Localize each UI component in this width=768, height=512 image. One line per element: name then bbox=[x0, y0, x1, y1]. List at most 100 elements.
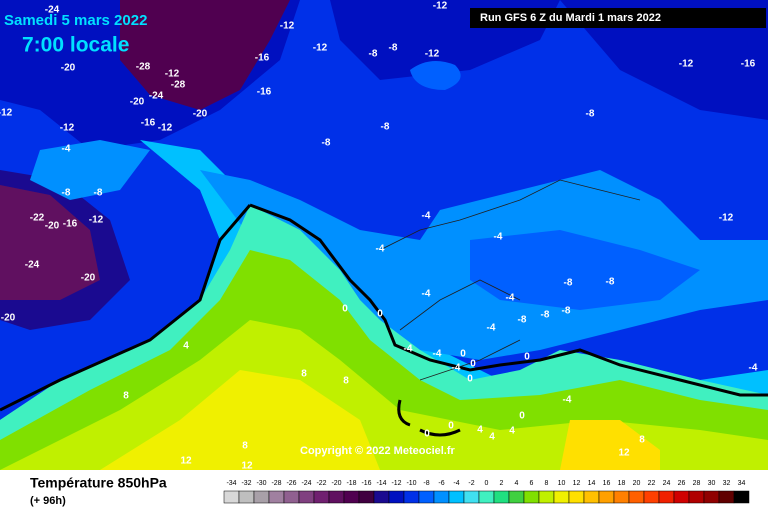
scale-label: 8 bbox=[545, 480, 549, 487]
contour-label: -4 bbox=[404, 344, 413, 355]
contour-label: -12 bbox=[0, 108, 13, 119]
scale-label: -28 bbox=[271, 480, 281, 487]
contour-label: 4 bbox=[183, 341, 189, 352]
contour-label: -16 bbox=[63, 219, 78, 230]
scale-swatch bbox=[703, 490, 720, 504]
contour-label: -8 bbox=[389, 43, 398, 54]
time: 7:00 locale bbox=[22, 34, 129, 57]
scale-swatch bbox=[463, 490, 480, 504]
contour-label: 0 bbox=[424, 429, 430, 440]
contour-label: 4 bbox=[509, 426, 515, 437]
contour-label: 0 bbox=[448, 421, 454, 432]
scale-label: 2 bbox=[500, 480, 504, 487]
scale-swatch bbox=[733, 490, 750, 504]
contour-label: -28 bbox=[171, 80, 186, 91]
scale-label: -34 bbox=[226, 480, 236, 487]
scale-swatch bbox=[433, 490, 450, 504]
scale-label: -24 bbox=[301, 480, 311, 487]
contour-label: 8 bbox=[301, 369, 307, 380]
contour-label: -8 bbox=[369, 49, 378, 60]
contour-label: -8 bbox=[381, 122, 390, 133]
contour-label: -20 bbox=[61, 63, 76, 74]
contour-label: -24 bbox=[45, 5, 60, 16]
scale-label: 22 bbox=[648, 480, 656, 487]
scale-swatch bbox=[643, 490, 660, 504]
scale-label: -12 bbox=[391, 480, 401, 487]
scale-label: 28 bbox=[693, 480, 701, 487]
scale-label: 6 bbox=[530, 480, 534, 487]
contour-label: 8 bbox=[343, 376, 349, 387]
footer-title: Température 850hPa bbox=[30, 475, 167, 491]
contour-label: -8 bbox=[562, 306, 571, 317]
contour-label: -8 bbox=[564, 278, 573, 289]
contour-label: -20 bbox=[1, 313, 16, 324]
contour-label: -8 bbox=[541, 310, 550, 321]
scale-swatch bbox=[478, 490, 495, 504]
contour-label: 0 bbox=[377, 309, 383, 320]
contour-label: -20 bbox=[81, 273, 96, 284]
contour-label: -28 bbox=[136, 62, 151, 73]
contour-label: -4 bbox=[452, 363, 461, 374]
scale-label: 10 bbox=[558, 480, 566, 487]
scale-swatch bbox=[388, 490, 405, 504]
contour-label: 0 bbox=[470, 359, 476, 370]
scale-swatch bbox=[718, 490, 735, 504]
scale-label: -8 bbox=[423, 480, 429, 487]
scale-label: 20 bbox=[633, 480, 641, 487]
date: Samedi 5 mars 2022 bbox=[4, 12, 147, 29]
run-box bbox=[470, 8, 766, 28]
contour-label: 8 bbox=[242, 441, 248, 452]
scale-label: -22 bbox=[316, 480, 326, 487]
contour-label: -16 bbox=[741, 59, 756, 70]
contour-label: 8 bbox=[123, 391, 129, 402]
scale-swatch bbox=[493, 490, 510, 504]
contour-label: -8 bbox=[606, 277, 615, 288]
run: Run GFS 6 Z du Mardi 1 mars 2022 bbox=[480, 12, 661, 24]
footer-range: (+ 96h) bbox=[30, 495, 66, 507]
contour-label: -4 bbox=[563, 395, 572, 406]
scale-swatch bbox=[418, 490, 435, 504]
contour-label: 0 bbox=[342, 304, 348, 315]
contour-label: -12 bbox=[433, 1, 448, 12]
contour-label: 12 bbox=[618, 448, 630, 459]
scale-label: 0 bbox=[485, 480, 489, 487]
contour-label: -8 bbox=[586, 109, 595, 120]
scale-swatch bbox=[613, 490, 630, 504]
scale-swatch bbox=[568, 490, 585, 504]
scale-swatch bbox=[328, 490, 345, 504]
contour-label: -8 bbox=[62, 188, 71, 199]
scale-swatch bbox=[268, 490, 285, 504]
contour-label: -4 bbox=[376, 244, 385, 255]
contour-label: -20 bbox=[130, 97, 145, 108]
contour-label: -12 bbox=[313, 43, 328, 54]
temperature-field bbox=[0, 0, 768, 470]
contour-label: -16 bbox=[257, 87, 272, 98]
scale-swatch bbox=[238, 490, 255, 504]
scale-label: -16 bbox=[361, 480, 371, 487]
scale-label: -4 bbox=[453, 480, 459, 487]
contour-label: -4 bbox=[487, 323, 496, 334]
scale-label: 4 bbox=[515, 480, 519, 487]
contour-label: -12 bbox=[165, 69, 180, 80]
color-scale: -34 -32 -30 -28 -26 -24 -22 -20 -18 -16 -14 -12 -10-… bbox=[223, 480, 750, 504]
contour-label: -4 bbox=[422, 289, 431, 300]
scale-swatch bbox=[448, 490, 465, 504]
contour-label: -4 bbox=[422, 211, 431, 222]
scale-swatch bbox=[358, 490, 375, 504]
scale-swatch bbox=[598, 490, 615, 504]
scale-swatch bbox=[583, 490, 600, 504]
contour-label: 12 bbox=[180, 456, 192, 467]
scale-swatch bbox=[313, 490, 330, 504]
contour-label: -22 bbox=[30, 213, 45, 224]
scale-swatch bbox=[508, 490, 525, 504]
contour-label: 0 bbox=[467, 374, 473, 385]
scale-label: 18 bbox=[618, 480, 626, 487]
contour-label: 0 bbox=[524, 352, 530, 363]
scale-swatch bbox=[658, 490, 675, 504]
scale-swatch bbox=[403, 490, 420, 504]
scale-swatch bbox=[373, 490, 390, 504]
contour-label: 4 bbox=[477, 425, 483, 436]
contour-label: -8 bbox=[518, 315, 527, 326]
contour-label: -24 bbox=[149, 91, 164, 102]
